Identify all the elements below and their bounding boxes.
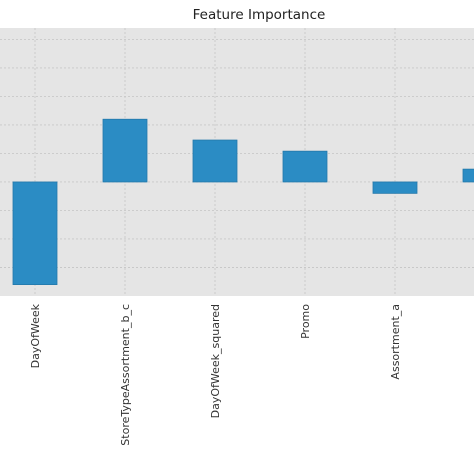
x-tick-label-0: DayOfWeek <box>29 303 42 368</box>
x-tick-label-2: DayOfWeek_squared <box>209 304 222 418</box>
x-tick-label-4: Assortment_a <box>389 304 402 380</box>
bars <box>12 118 474 285</box>
bar-storetypeassortment-b-c <box>102 118 148 183</box>
bar-assortment-a <box>372 181 418 194</box>
bar-promo <box>282 150 328 183</box>
bar-series-5 <box>462 168 474 183</box>
x-tick-labels: DayOfWeek StoreTypeAssortment_b_c DayOfWee… <box>29 303 402 445</box>
x-tick-label-3: Promo <box>299 304 312 339</box>
bar-dayofweek <box>12 181 58 285</box>
chart-title: Feature Importance <box>193 7 326 23</box>
bar-dayofweek-squared <box>192 139 238 183</box>
x-tick-label-1: StoreTypeAssortment_b_c <box>119 304 132 446</box>
